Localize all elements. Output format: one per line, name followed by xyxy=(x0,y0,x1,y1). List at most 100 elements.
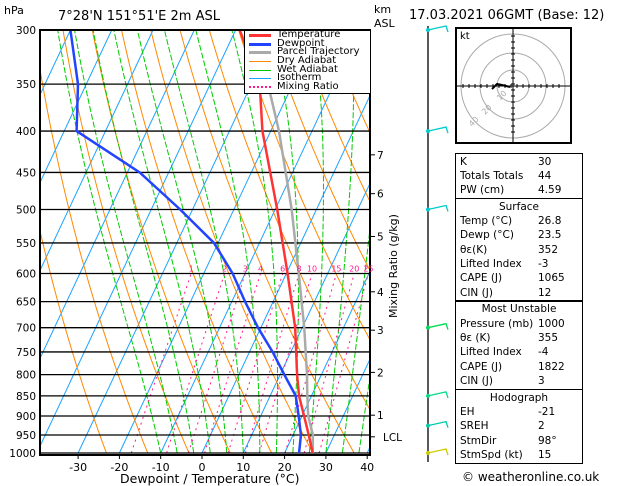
row-label: θε (K) xyxy=(460,332,491,345)
row-label: EH xyxy=(460,406,475,419)
km-tick-label: 6 xyxy=(377,189,384,201)
row-label: Lifted Index xyxy=(460,346,522,359)
mixing-ratio-line xyxy=(130,273,192,454)
table-row: Pressure (mb) 1000 xyxy=(460,317,578,331)
row-value: 355 xyxy=(538,332,559,345)
wind-barb xyxy=(427,420,449,428)
temp-tick-label: 30 xyxy=(319,461,333,474)
dry-adiabat-line xyxy=(619,30,629,453)
isotherm-line xyxy=(201,94,370,454)
mixing-ratio-label: 10 xyxy=(307,265,317,274)
pressure-tick-label: 400 xyxy=(16,126,36,138)
mixing-ratio-label: 1 xyxy=(189,265,194,274)
mixing-ratio-line xyxy=(227,273,284,454)
pressure-tick-label: 450 xyxy=(16,167,36,179)
km-tick-label: 5 xyxy=(377,232,384,244)
mixing-ratio-label: 2 xyxy=(222,265,227,274)
row-value: 352 xyxy=(538,243,559,256)
row-label: StmDir xyxy=(460,434,497,447)
indices-table: K 30 Totals Totals 44 PW (cm) 4.59 Surface T… xyxy=(455,152,583,465)
isotherm-line xyxy=(160,30,360,454)
row-value: -21 xyxy=(538,406,556,419)
km-tick-label: 1 xyxy=(377,410,384,422)
wet-adiabat-line xyxy=(358,373,370,454)
table-row: CAPE (J) 1822 xyxy=(460,360,578,374)
mixing-ratio-label: 15 xyxy=(331,265,341,274)
legend-swatch xyxy=(249,86,271,89)
dry-adiabat-line xyxy=(40,66,149,454)
row-value: -4 xyxy=(538,346,549,359)
isotherm-line xyxy=(40,30,154,272)
row-label: CAPE (J) xyxy=(460,360,503,373)
temp-tick-label: -30 xyxy=(69,461,87,474)
isotherm-line xyxy=(40,30,237,448)
mixing-ratio-label: 8 xyxy=(297,265,302,274)
row-label: SREH xyxy=(460,420,489,433)
table-row: StmDir 98° xyxy=(460,434,578,448)
pressure-tick-label: 300 xyxy=(16,25,36,37)
mixing-ratio-label: 6 xyxy=(280,265,285,274)
pressure-tick-label: 350 xyxy=(16,79,36,91)
temp-tick-label: -10 xyxy=(152,461,170,474)
row-label: StmSpd (kt) xyxy=(460,448,523,461)
hodograph-section: Hodograph EH -21 SREH 2 StmDir 98° StmSpd (kt) 1… xyxy=(455,388,583,465)
location-title: 7°28'N 151°51'E 2m ASL xyxy=(58,9,220,24)
km-tick-label: 2 xyxy=(377,367,384,379)
legend-label: Isotherm xyxy=(277,72,322,84)
km-label: km xyxy=(374,3,392,16)
hodograph-trace xyxy=(491,82,511,90)
legend-swatch xyxy=(249,60,271,62)
table-row: EH -21 xyxy=(460,405,578,419)
legend-item: Mixing Ratio xyxy=(245,81,370,93)
row-label: Pressure (mb) xyxy=(460,317,534,330)
legend-label: Dewpoint xyxy=(277,37,325,49)
table-row: θε (K) 355 xyxy=(460,331,578,345)
legend-swatch xyxy=(249,51,271,55)
legend-label: Temperature xyxy=(277,29,341,40)
row-value: 1000 xyxy=(538,317,565,330)
temp-tick-label: 40 xyxy=(360,461,374,474)
datetime-title: 17.03.2021 06GMT (Base: 12) xyxy=(409,8,605,23)
wind-barb-dot xyxy=(426,28,430,32)
table-row: StmSpd (kt) 15 xyxy=(460,448,578,462)
km-tick-label: 4 xyxy=(377,287,384,299)
wet-adiabat-line xyxy=(195,30,261,454)
row-label: θε(K) xyxy=(460,243,488,256)
wind-barb xyxy=(427,25,449,33)
row-value: 2 xyxy=(538,420,545,433)
legend-item: Dry Adiabat xyxy=(245,56,370,66)
mixing-ratio-line xyxy=(166,273,226,454)
row-value: 12 xyxy=(538,286,552,299)
legend-label: Parcel Trajectory xyxy=(277,46,360,58)
mixing-ratio-line xyxy=(284,273,337,454)
wet-adiabat-line xyxy=(231,30,278,454)
section-title: Most Unstable xyxy=(481,303,557,316)
temp-tick-label: 20 xyxy=(278,461,292,474)
table-row: CIN (J) 12 xyxy=(460,286,578,300)
mixing-ratio-line xyxy=(204,273,261,454)
table-row: SREH 2 xyxy=(460,419,578,433)
hodograph-unit-label: kt xyxy=(460,31,470,42)
wet-adiabat-line xyxy=(74,30,178,454)
isotherm-line xyxy=(284,270,370,454)
legend-item: Dewpoint xyxy=(245,37,370,49)
mixing-ratio-line xyxy=(258,273,313,454)
row-label: CIN (J) xyxy=(460,286,493,299)
hpa-label: hPa xyxy=(4,4,24,17)
pressure-tick-label: 650 xyxy=(16,297,36,309)
row-value: -3 xyxy=(538,258,549,271)
mixing-ratio-line xyxy=(318,273,369,454)
legend-item: Temperature xyxy=(245,29,370,40)
pw-value: 4.59 xyxy=(538,184,562,197)
wind-barb-dot xyxy=(426,423,430,428)
mixing-ratio-axis-title: Mixing Ratio (g/kg) xyxy=(387,214,400,318)
dry-adiabat-line xyxy=(91,30,231,454)
temperature-profile xyxy=(238,30,314,454)
table-row: θε(K) 352 xyxy=(460,243,578,257)
row-label: Lifted Index xyxy=(460,258,522,271)
legend-label: Mixing Ratio xyxy=(277,81,339,93)
pressure-tick-label: 800 xyxy=(16,370,36,382)
row-value: 26.8 xyxy=(538,215,562,228)
